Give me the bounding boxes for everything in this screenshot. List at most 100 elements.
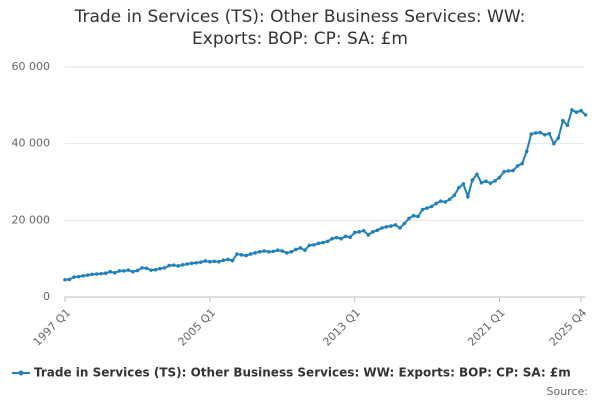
point xyxy=(348,235,352,239)
point xyxy=(158,266,162,271)
y-tick-label: 40 000 xyxy=(12,137,51,150)
point xyxy=(506,169,511,173)
point xyxy=(94,272,99,276)
point xyxy=(271,249,276,254)
point xyxy=(420,207,425,212)
point xyxy=(497,175,502,180)
source: Source: xyxy=(547,385,589,398)
point xyxy=(217,259,221,264)
point xyxy=(171,263,176,267)
point xyxy=(203,259,208,263)
point xyxy=(189,261,194,266)
point xyxy=(108,269,113,274)
point xyxy=(176,264,180,268)
point xyxy=(262,249,266,253)
point xyxy=(221,258,226,263)
point xyxy=(330,236,334,241)
y-tick-label: 0 xyxy=(43,290,50,303)
point xyxy=(484,179,488,184)
x-tick-label: 2013 Q1 xyxy=(320,306,363,349)
x-tick-label: 1997 Q1 xyxy=(31,306,74,349)
point xyxy=(452,193,457,198)
point xyxy=(533,131,538,135)
y-tick-label: 20 000 xyxy=(12,213,51,226)
point xyxy=(316,241,321,246)
point xyxy=(393,223,398,227)
point xyxy=(524,149,529,154)
point xyxy=(149,268,153,272)
point xyxy=(583,113,588,117)
point xyxy=(443,200,448,204)
point xyxy=(135,268,140,273)
point xyxy=(466,194,470,199)
point xyxy=(321,240,325,245)
point xyxy=(398,226,402,230)
point xyxy=(194,261,199,265)
point xyxy=(556,136,561,140)
point xyxy=(167,263,171,268)
point xyxy=(529,132,534,136)
point xyxy=(438,199,443,203)
point xyxy=(502,169,506,174)
point xyxy=(253,251,257,255)
point xyxy=(470,178,475,182)
x-tick-label: 2021 Q1 xyxy=(465,306,508,349)
point xyxy=(343,234,348,239)
point xyxy=(117,269,122,273)
x-tick-label: 2025 Q4 xyxy=(547,306,590,349)
point xyxy=(366,233,371,237)
point xyxy=(456,185,461,190)
y-tick-label: 60 000 xyxy=(12,60,51,73)
series-line xyxy=(64,108,587,281)
point xyxy=(429,204,434,209)
point xyxy=(81,274,85,278)
point xyxy=(493,179,497,183)
x-tick-label: 2005 Q1 xyxy=(176,306,219,349)
point xyxy=(520,161,524,166)
point xyxy=(239,253,244,257)
point xyxy=(284,251,289,255)
point xyxy=(294,247,298,252)
point xyxy=(126,268,131,272)
point xyxy=(112,271,117,275)
point xyxy=(434,201,438,206)
point xyxy=(122,269,126,273)
point xyxy=(235,252,239,256)
point xyxy=(67,277,72,282)
point xyxy=(547,131,552,136)
point xyxy=(538,130,543,135)
point xyxy=(370,230,375,234)
point xyxy=(90,272,94,277)
point xyxy=(461,182,466,186)
point xyxy=(574,110,579,115)
point xyxy=(407,216,411,221)
point xyxy=(380,226,384,230)
point xyxy=(185,262,190,266)
point xyxy=(475,172,479,177)
point xyxy=(384,225,389,229)
point xyxy=(425,206,429,210)
point xyxy=(198,260,203,264)
point xyxy=(140,266,144,270)
point xyxy=(542,133,547,137)
point xyxy=(511,168,515,173)
point xyxy=(325,239,330,244)
point xyxy=(131,269,135,274)
point xyxy=(352,230,357,235)
legend-marker xyxy=(18,370,24,376)
point xyxy=(63,277,67,282)
point xyxy=(85,273,90,277)
point xyxy=(76,274,81,279)
point xyxy=(447,197,452,202)
point xyxy=(552,141,556,146)
point xyxy=(570,108,574,112)
point xyxy=(280,249,285,253)
point xyxy=(298,246,303,250)
point xyxy=(248,252,253,256)
point xyxy=(230,258,235,263)
point xyxy=(144,266,149,271)
point xyxy=(244,253,248,258)
point xyxy=(375,228,380,233)
point xyxy=(334,235,339,240)
point xyxy=(416,214,420,219)
